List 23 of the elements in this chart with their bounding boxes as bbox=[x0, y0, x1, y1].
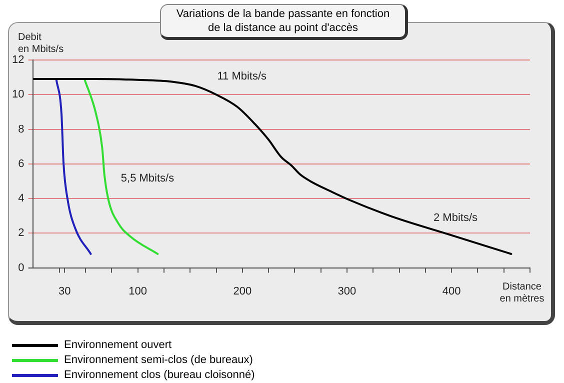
legend-label: Environnement semi-clos (de bureaux) bbox=[64, 353, 253, 368]
legend-label: Environnement ouvert bbox=[64, 338, 172, 353]
y-tick-label: 8 bbox=[18, 123, 24, 136]
line-series bbox=[55, 78, 92, 255]
annotation: 2 Mbits/s bbox=[433, 212, 478, 224]
line-series bbox=[33, 78, 512, 255]
annotation: 11 Mbits/s bbox=[217, 70, 268, 83]
y-tick-label: 0 bbox=[18, 262, 24, 274]
x-tick-label: 200 bbox=[233, 285, 252, 298]
annotation: 5,5 Mbits/s bbox=[120, 172, 175, 184]
y-tick-label: 4 bbox=[18, 192, 24, 205]
y-tick-label: 12 bbox=[12, 54, 24, 66]
x-tick-label: 400 bbox=[442, 285, 461, 298]
x-tick-label: 100 bbox=[128, 285, 147, 298]
y-tick-label: 2 bbox=[18, 227, 24, 240]
y-tick-label: 6 bbox=[18, 158, 24, 170]
legend-label: Environnement clos (bureau cloisonné) bbox=[64, 368, 255, 383]
y-tick-label: 10 bbox=[12, 88, 24, 101]
y-axis-title: Debit en Mbits/s bbox=[18, 32, 64, 55]
x-axis-title: Distance en mètres bbox=[500, 282, 544, 305]
x-tick-label: 30 bbox=[58, 285, 71, 298]
x-tick-label: 300 bbox=[338, 285, 356, 298]
chart-title: Variations de la bande passante en fonction de la distance au point d'accès bbox=[160, 4, 408, 40]
